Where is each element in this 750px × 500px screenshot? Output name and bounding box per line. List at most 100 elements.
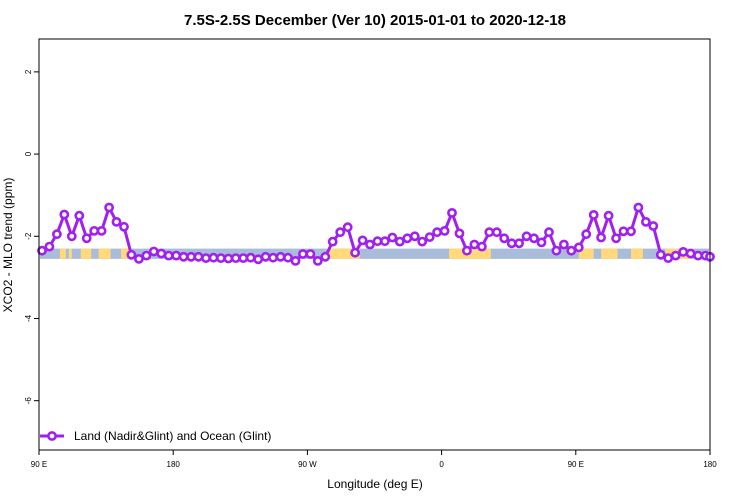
y-tick-label: -6: [24, 397, 33, 405]
data-point: [461, 245, 472, 256]
data-point: [596, 232, 606, 243]
x-axis-label: Longitude (deg E): [327, 477, 422, 491]
data-point: [514, 238, 524, 249]
land-band-segment: [578, 248, 594, 259]
data-point: [476, 241, 487, 252]
data-point: [178, 251, 189, 262]
x-tick-label: 180: [167, 460, 181, 469]
data-point: [66, 231, 77, 242]
land-band-segment: [59, 248, 66, 259]
data-point: [245, 252, 256, 263]
y-axis: 2 0 -2 -4 -6: [24, 69, 39, 404]
x-tick-label: 90 E: [31, 460, 47, 469]
data-point: [439, 225, 450, 236]
data-point: [641, 216, 651, 227]
data-point: [290, 255, 301, 266]
land-band-segment: [68, 248, 72, 259]
data-point: [111, 216, 122, 227]
data-point: [297, 249, 308, 259]
data-point: [529, 233, 539, 244]
data-point: [171, 250, 182, 261]
data-point: [59, 209, 70, 220]
data-series: [37, 202, 715, 266]
data-point: [424, 232, 435, 242]
data-point: [357, 235, 368, 246]
data-point: [678, 246, 689, 257]
data-point: [626, 226, 636, 237]
data-point: [491, 227, 502, 238]
y-axis-label: XCO2 - MLO trend (ppm): [1, 178, 15, 313]
data-point: [566, 245, 577, 256]
data-point: [268, 252, 278, 263]
land-band-segment: [630, 248, 643, 259]
legend-entry-label: Land (Nadir&Glint) and Ocean (Glint): [74, 429, 271, 443]
y-tick-label: 2: [24, 69, 33, 74]
land-band-segment: [326, 248, 360, 259]
data-point: [119, 221, 129, 232]
x-tick-label: 180: [703, 460, 717, 469]
chart-title: 7.5S-2.5S December (Ver 10) 2015-01-01 t…: [184, 12, 566, 29]
data-point: [37, 245, 47, 256]
data-point: [454, 228, 465, 239]
y-tick-label: 0: [24, 151, 33, 156]
data-point: [618, 226, 629, 237]
data-point: [663, 253, 674, 263]
data-point: [312, 255, 323, 266]
data-point: [163, 250, 174, 261]
plot-area-frame: [38, 38, 711, 451]
data-point: [394, 236, 405, 247]
data-point: [335, 227, 346, 238]
data-point: [409, 231, 420, 242]
data-point: [342, 222, 353, 233]
data-point: [648, 221, 659, 231]
data-point: [611, 233, 621, 244]
data-point: [320, 251, 331, 262]
ocean-band: [40, 248, 709, 259]
data-point: [283, 252, 293, 263]
data-point: [327, 236, 338, 247]
data-point: [432, 227, 442, 238]
data-point: [670, 250, 681, 261]
land-band-segment: [98, 248, 111, 259]
data-point: [350, 247, 360, 258]
data-point: [96, 225, 107, 236]
y-tick-label: -4: [24, 314, 33, 322]
y-tick-label: -2: [24, 232, 33, 240]
data-point: [104, 202, 114, 213]
x-axis: 90 E 180 90 W 0 90 E 180: [31, 450, 717, 469]
data-point: [215, 253, 226, 263]
legend: Land (Nadir&Glint) and Ocean (Glint): [40, 429, 271, 443]
data-point: [260, 251, 271, 262]
data-point: [365, 239, 375, 250]
land-band-segment: [80, 248, 92, 259]
data-point: [499, 233, 510, 244]
data-point: [573, 242, 584, 253]
data-point: [536, 237, 547, 248]
data-point: [81, 233, 92, 244]
x-tick-label: 0: [439, 460, 444, 469]
data-point: [633, 202, 644, 213]
data-point: [417, 236, 428, 247]
land-band-segment: [601, 248, 618, 259]
data-point: [379, 236, 390, 247]
data-point: [275, 251, 286, 262]
x-tick-label: 90 E: [568, 460, 584, 469]
data-point: [141, 250, 152, 261]
data-point: [387, 232, 398, 243]
data-point: [230, 253, 241, 263]
data-point: [52, 229, 62, 240]
legend-marker-swatch: [47, 431, 57, 441]
data-point: [402, 233, 413, 244]
data-point: [484, 227, 495, 238]
data-point: [581, 229, 592, 240]
data-point: [447, 207, 457, 218]
data-point: [44, 241, 55, 252]
data-point: [126, 249, 137, 260]
data-point: [551, 245, 562, 256]
data-point: [603, 210, 614, 221]
data-point: [685, 248, 696, 259]
data-point: [148, 246, 159, 257]
data-point: [469, 239, 480, 250]
data-point: [133, 253, 144, 264]
